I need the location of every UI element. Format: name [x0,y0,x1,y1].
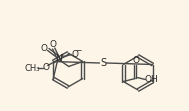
Text: CH₃: CH₃ [25,64,40,73]
Text: O: O [133,56,140,65]
Text: OH: OH [144,75,158,84]
Text: N: N [55,54,62,63]
Text: −: − [76,47,82,56]
Text: +: + [59,53,64,58]
Text: O: O [42,63,49,72]
Text: O: O [41,44,48,53]
Text: S: S [100,58,106,68]
Text: O: O [49,40,56,49]
Text: O: O [71,50,78,59]
